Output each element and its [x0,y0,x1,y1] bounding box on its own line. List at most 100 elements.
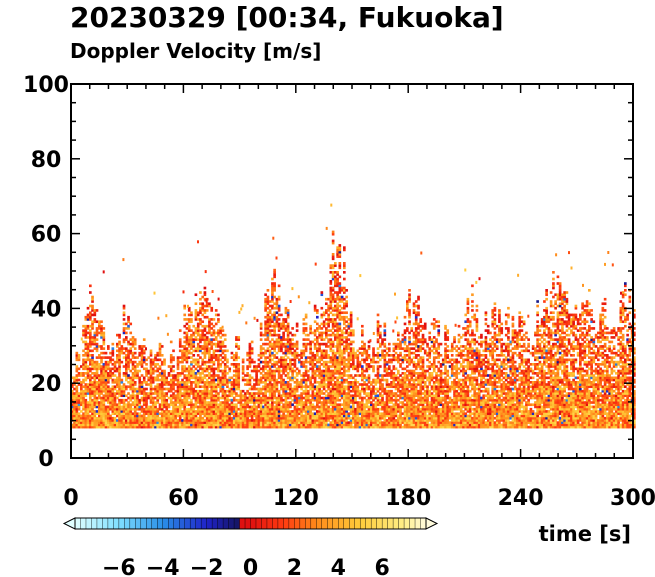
velocity-cell [259,387,263,391]
velocity-cell [244,394,247,398]
velocity-cell [93,401,97,404]
velocity-cell [98,423,101,427]
velocity-cell [190,351,193,355]
velocity-cell [307,389,310,393]
velocity-cell [381,338,384,341]
velocity-cell [320,306,324,310]
velocity-cell [107,347,110,350]
velocity-cell [354,385,357,389]
velocity-cell [89,416,92,420]
velocity-cell [205,405,209,409]
velocity-cell [221,394,225,398]
velocity-cell [309,342,312,346]
velocity-cell [280,385,283,389]
velocity-cell [77,383,81,386]
velocity-cell [392,365,396,368]
velocity-cell [147,410,151,413]
velocity-cell [318,392,321,395]
velocity-cell [203,414,207,418]
velocity-cell [336,336,339,339]
velocity-cell [327,387,330,391]
velocity-cell [253,412,256,416]
velocity-cell [217,374,220,377]
velocity-cell [318,381,321,384]
velocity-cell [334,416,337,420]
velocity-cell [239,425,243,429]
velocity-cell [340,381,344,384]
velocity-cell [293,358,297,362]
velocity-cell [131,381,135,384]
velocity-cell [111,342,115,346]
velocity-cell [176,405,180,409]
velocity-cell [356,385,360,389]
velocity-cell [264,329,267,332]
velocity-cell [183,331,187,335]
velocity-cell [277,423,281,427]
velocity-cell [343,302,346,306]
velocity-cell [289,351,292,355]
velocity-cell [178,345,182,348]
velocity-cell [116,367,119,371]
velocity-cell [244,419,247,422]
velocity-cell [122,383,126,386]
velocity-cell [86,419,90,422]
velocity-cell [354,367,357,371]
velocity-cell [125,425,128,429]
velocity-cell [295,425,299,429]
velocity-cell [84,342,88,346]
velocity-cell [340,387,344,391]
velocity-cell [176,421,180,424]
velocity-cell [291,423,294,427]
velocity-cell [230,376,234,380]
velocity-cell [307,385,310,389]
velocity-cell [210,374,214,377]
velocity-cell [390,410,393,413]
velocity-cell [266,369,270,373]
velocity-cell [219,401,223,404]
velocity-cell [327,423,330,427]
velocity-cell [397,405,400,409]
velocity-cell [268,367,272,371]
velocity-cell [241,378,245,382]
velocity-cell [142,389,146,393]
velocity-cell [160,392,164,395]
velocity-cell [181,392,184,395]
velocity-cell [331,398,335,402]
velocity-cell [89,345,92,348]
velocity-cell [73,398,76,402]
velocity-cell [318,356,321,359]
velocity-cell [331,421,335,424]
velocity-cell [125,394,128,398]
velocity-cell [367,363,371,366]
velocity-cell [142,367,146,371]
velocity-cell [358,407,362,411]
velocity-cell [118,401,121,404]
velocity-cell [133,398,137,402]
velocity-cell [199,318,202,321]
velocity-cell [203,311,207,315]
velocity-cell [232,396,236,400]
velocity-cell [363,423,366,427]
velocity-cell [262,367,265,371]
velocity-cell [116,360,119,364]
velocity-cell [388,374,391,377]
velocity-cell [354,392,357,395]
velocity-cell [259,414,263,418]
velocity-cell [345,425,348,429]
velocity-cell [388,349,391,353]
velocity-cell [151,396,155,400]
velocity-cell [309,423,312,427]
velocity-cell [84,398,88,402]
velocity-cell [399,394,402,398]
velocity-cell [91,414,94,418]
velocity-cell [248,398,252,402]
velocity-cell [246,405,249,409]
velocity-cell [212,378,216,382]
velocity-cell [235,381,238,384]
velocity-cell [205,315,209,319]
velocity-cell [349,322,353,326]
velocity-cell [311,423,315,427]
velocity-cell [214,414,218,418]
velocity-cell [111,385,115,389]
velocity-cell [140,414,144,418]
